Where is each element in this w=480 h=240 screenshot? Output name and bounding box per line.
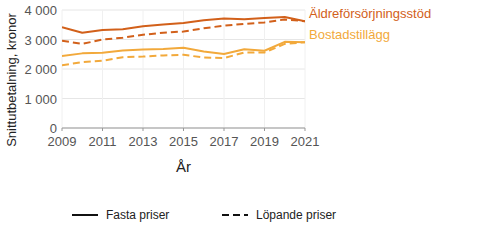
y-tick-label: 3 000 <box>24 33 57 48</box>
x-axis-line <box>62 128 305 129</box>
x-axis-label: År <box>176 158 191 175</box>
chart: 01 0002 0003 0004 0002009201120132015201… <box>0 0 480 240</box>
grid-line <box>305 10 306 128</box>
grid-line <box>102 10 103 128</box>
series-line <box>62 42 305 65</box>
grid-line <box>224 10 225 128</box>
y-tick-label: 2 000 <box>24 62 57 77</box>
x-tick-label: 2015 <box>169 134 198 149</box>
grid-line <box>264 10 265 128</box>
legend-label: Löpande priser <box>256 208 336 222</box>
y-tick-label: 4 000 <box>24 3 57 18</box>
series-label: Äldreförsörjningsstöd <box>309 6 431 21</box>
x-tick-label: 2019 <box>250 134 279 149</box>
grid-line <box>62 128 305 129</box>
series-label: Bostadstillägg <box>309 27 390 42</box>
x-tick-label: 2009 <box>48 134 77 149</box>
x-tick-label: 2011 <box>89 134 117 149</box>
legend-swatch <box>72 214 98 216</box>
x-tick-label: 2013 <box>129 134 158 149</box>
legend-label: Fasta priser <box>106 208 169 222</box>
legend-swatch <box>222 214 248 216</box>
y-tick-label: 1 000 <box>24 92 57 107</box>
y-axis-label: Snittutbetalning, kronor <box>4 12 19 146</box>
grid-line <box>183 10 184 128</box>
x-tick-label: 2021 <box>291 134 320 149</box>
grid-line <box>143 10 144 128</box>
plot-area <box>62 17 305 65</box>
series-line <box>62 19 305 43</box>
x-tick-label: 2017 <box>210 134 239 149</box>
series-line <box>62 17 305 33</box>
